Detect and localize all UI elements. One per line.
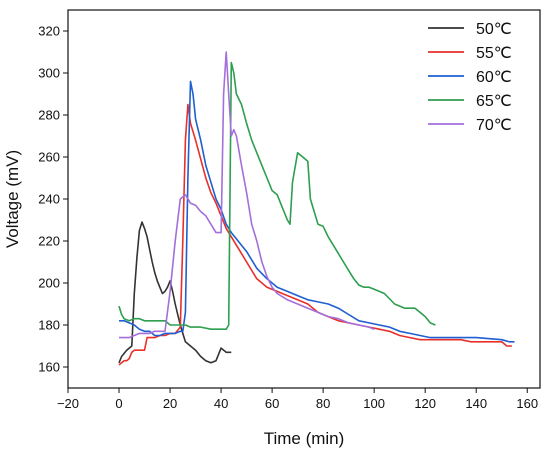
y-tick-label: 300 [38, 66, 60, 81]
series-line-5 [119, 51, 375, 339]
x-tick-label: 160 [516, 396, 538, 411]
y-tick-label: 320 [38, 24, 60, 39]
y-tick-label: 200 [38, 276, 60, 291]
y-tick-label: 160 [38, 360, 60, 375]
legend-label: 55℃ [476, 45, 512, 62]
y-tick-label: 260 [38, 150, 60, 165]
x-tick-label: 60 [265, 396, 279, 411]
x-tick-label: 40 [214, 396, 228, 411]
series-line-3 [119, 80, 515, 343]
legend-label: 60℃ [476, 69, 512, 86]
x-tick-label: 80 [316, 396, 330, 411]
legend-label: 50℃ [476, 21, 512, 38]
x-tick-label: 100 [363, 396, 385, 411]
y-tick-label: 240 [38, 192, 60, 207]
x-tick-label: 140 [465, 396, 487, 411]
series-layer [118, 51, 515, 366]
y-tick-label: 180 [38, 318, 60, 333]
x-axis: −20 0 20 40 60 80 100 120 140 160 [57, 388, 538, 411]
x-axis-title: Time (min) [264, 429, 345, 448]
x-tick-label: 0 [115, 396, 122, 411]
y-axis-title: Voltage (mV) [3, 150, 22, 248]
x-tick-label: −20 [57, 396, 79, 411]
x-tick-label: 120 [414, 396, 436, 411]
series-line-2 [118, 103, 512, 366]
x-tick-label: 20 [163, 396, 177, 411]
series-line-1 [118, 221, 232, 364]
series-line-4 [118, 61, 436, 330]
legend: 50℃ 55℃ 60℃ 65℃ 70℃ [428, 21, 512, 134]
legend-label: 70℃ [476, 117, 512, 134]
legend-label: 65℃ [476, 93, 512, 110]
y-tick-label: 220 [38, 234, 60, 249]
y-axis: 160 180 200 220 240 260 280 300 320 [38, 24, 68, 375]
y-tick-label: 280 [38, 108, 60, 123]
